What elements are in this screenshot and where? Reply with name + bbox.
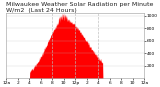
Text: Milwaukee Weather Solar Radiation per Minute W/m2  (Last 24 Hours): Milwaukee Weather Solar Radiation per Mi… <box>6 2 154 13</box>
